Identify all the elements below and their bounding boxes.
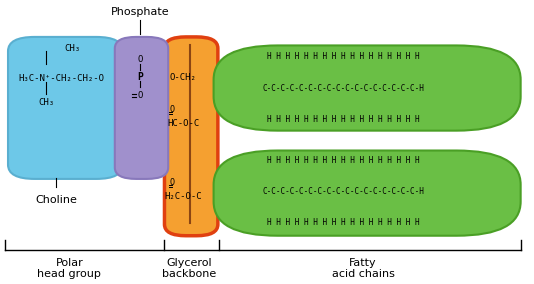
- Text: O: O: [170, 105, 175, 114]
- Text: H H H H H H H H H H H H H H H H H: H H H H H H H H H H H H H H H H H: [267, 218, 420, 227]
- Text: HC-O-C: HC-O-C: [167, 119, 199, 128]
- FancyBboxPatch shape: [214, 45, 521, 131]
- Text: Fatty
acid chains: Fatty acid chains: [332, 258, 395, 279]
- Text: H₃C-N⁺-CH₂-CH₂-O: H₃C-N⁺-CH₂-CH₂-O: [18, 74, 105, 83]
- Text: Choline: Choline: [35, 195, 77, 204]
- Text: O: O: [137, 91, 143, 100]
- Text: Glycerol
backbone: Glycerol backbone: [162, 258, 217, 279]
- Text: O-CH₂: O-CH₂: [170, 73, 197, 82]
- Text: CH₃: CH₃: [64, 44, 80, 53]
- Text: O: O: [137, 55, 143, 64]
- Text: Phosphate: Phosphate: [111, 7, 169, 17]
- FancyBboxPatch shape: [214, 151, 521, 236]
- FancyBboxPatch shape: [8, 37, 123, 179]
- FancyBboxPatch shape: [164, 37, 218, 236]
- FancyBboxPatch shape: [115, 37, 168, 179]
- Text: CH₃: CH₃: [38, 98, 54, 107]
- Text: Polar
head group: Polar head group: [37, 258, 101, 279]
- Text: P: P: [137, 72, 143, 82]
- Text: H H H H H H H H H H H H H H H H H: H H H H H H H H H H H H H H H H H: [267, 115, 420, 124]
- Text: H H H H H H H H H H H H H H H H H: H H H H H H H H H H H H H H H H H: [267, 52, 420, 61]
- Text: H₂C-O-C: H₂C-O-C: [164, 192, 202, 201]
- Text: C-C-C-C-C-C-C-C-C-C-C-C-C-C-C-C-C-H: C-C-C-C-C-C-C-C-C-C-C-C-C-C-C-C-C-H: [263, 187, 425, 196]
- Text: H H H H H H H H H H H H H H H H H: H H H H H H H H H H H H H H H H H: [267, 156, 420, 165]
- Text: O: O: [170, 178, 175, 187]
- Text: C-C-C-C-C-C-C-C-C-C-C-C-C-C-C-C-C-H: C-C-C-C-C-C-C-C-C-C-C-C-C-C-C-C-C-H: [263, 83, 425, 93]
